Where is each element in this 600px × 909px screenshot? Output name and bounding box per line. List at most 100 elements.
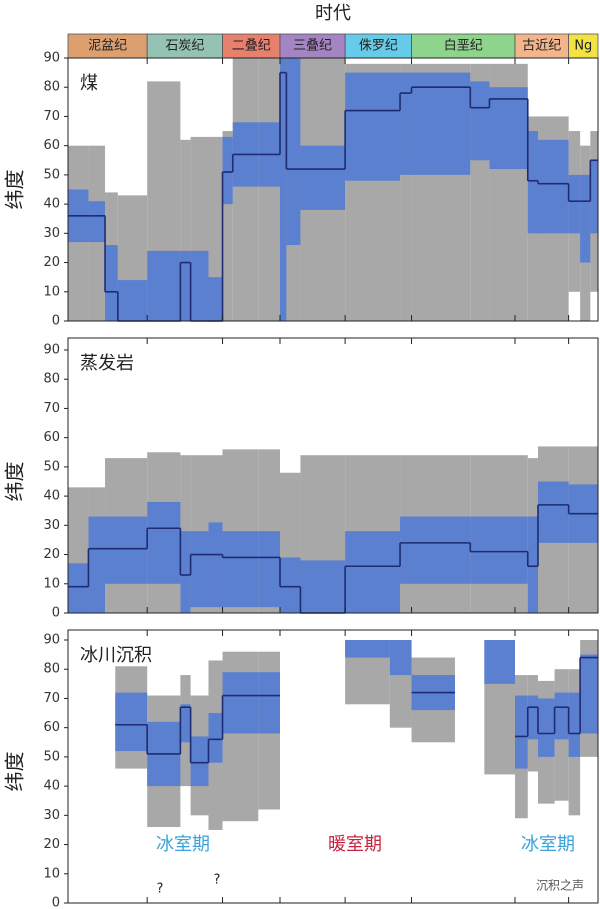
blue-range xyxy=(68,563,89,613)
y-tick-label: 10 xyxy=(43,866,60,881)
y-tick-label: 80 xyxy=(43,372,60,387)
y-tick-label: 90 xyxy=(43,343,60,358)
annotation: ? xyxy=(214,873,221,888)
blue-range xyxy=(400,516,471,584)
period-box xyxy=(146,33,223,59)
blue-range xyxy=(208,277,223,321)
blue-range xyxy=(190,736,209,787)
blue-range xyxy=(280,58,287,321)
y-tick-label: 70 xyxy=(43,109,60,124)
blue-range xyxy=(470,81,490,161)
blue-range xyxy=(180,531,191,613)
y-tick-label: 0 xyxy=(52,896,60,909)
blue-range xyxy=(537,139,569,234)
blue-range xyxy=(222,672,259,734)
panel-label: 蒸发岩 xyxy=(80,353,134,374)
period-name: 侏罗纪 xyxy=(359,39,398,54)
y-tick-label: 0 xyxy=(52,606,60,621)
y-tick-label: 70 xyxy=(43,691,60,706)
blue-range xyxy=(580,654,598,734)
blue-range xyxy=(258,672,280,734)
blue-range xyxy=(88,516,106,613)
y-tick-label: 50 xyxy=(43,167,60,182)
blue-range xyxy=(389,640,412,676)
period-name: Ng xyxy=(574,39,592,54)
blue-range xyxy=(258,531,280,608)
gray-range xyxy=(258,58,280,321)
period-name: 石炭纪 xyxy=(165,39,204,54)
blue-range xyxy=(568,692,581,757)
blue-range xyxy=(300,560,346,613)
y-tick-label: 60 xyxy=(43,138,60,153)
blue-range xyxy=(514,695,528,769)
panel-frame xyxy=(67,337,599,614)
period-name: 泥盆纪 xyxy=(88,39,127,54)
y-tick-label: 10 xyxy=(43,284,60,299)
gray-range xyxy=(232,58,259,321)
y-axis-label: 纬度 xyxy=(3,462,27,502)
period-name: 古近纪 xyxy=(522,39,561,54)
period-box xyxy=(67,33,148,59)
blue-range xyxy=(484,640,515,684)
gray-range xyxy=(400,63,412,321)
blue-range xyxy=(190,250,209,321)
y-tick-label: 50 xyxy=(43,459,60,474)
blue-range xyxy=(190,531,209,608)
blue-range xyxy=(400,72,412,175)
blue-range xyxy=(590,160,598,234)
y-axis-label: 纬度 xyxy=(3,170,27,210)
y-tick-label: 40 xyxy=(43,197,60,212)
period-box xyxy=(568,33,599,59)
blue-range xyxy=(537,698,555,757)
y-tick-label: 20 xyxy=(43,837,60,852)
blue-range xyxy=(527,131,538,234)
y-tick-label: 80 xyxy=(43,80,60,95)
panel xyxy=(115,640,598,830)
y-tick-label: 70 xyxy=(43,401,60,416)
y-tick-label: 20 xyxy=(43,547,60,562)
y-tick-label: 30 xyxy=(43,518,60,533)
blue-range xyxy=(411,72,471,175)
y-axis-label: 纬度 xyxy=(3,752,27,792)
y-tick-label: 90 xyxy=(43,51,60,66)
gray-range xyxy=(222,131,233,321)
y-tick-label: 30 xyxy=(43,808,60,823)
blue-range xyxy=(345,72,401,181)
blue-range xyxy=(527,695,538,740)
watermark: 沉积之声 xyxy=(536,879,584,893)
blue-range xyxy=(180,704,191,743)
blue-range xyxy=(105,516,148,584)
annotation: 暖室期 xyxy=(328,834,382,855)
gray-range xyxy=(180,139,191,321)
blue-range xyxy=(527,516,538,613)
blue-range xyxy=(345,531,401,613)
panel-frame xyxy=(67,57,599,322)
period-name: 白垩纪 xyxy=(444,38,483,54)
panel-frame xyxy=(67,629,599,904)
blue-range xyxy=(568,174,581,234)
blue-range xyxy=(300,145,346,210)
blue-range xyxy=(208,713,223,763)
y-tick-label: 50 xyxy=(43,749,60,764)
y-tick-label: 80 xyxy=(43,662,60,677)
blue-range xyxy=(147,250,181,321)
y-tick-label: 60 xyxy=(43,430,60,445)
blue-range xyxy=(180,250,191,321)
annotation: ? xyxy=(157,882,164,897)
blue-range xyxy=(88,201,106,243)
timescale-title: 时代 xyxy=(315,3,351,24)
period-box xyxy=(411,33,516,59)
y-tick-label: 0 xyxy=(52,314,60,329)
period-name: 三叠纪 xyxy=(293,39,332,54)
panel xyxy=(68,446,598,614)
blue-range xyxy=(222,136,233,205)
y-tick-label: 30 xyxy=(43,226,60,241)
blue-range xyxy=(345,640,390,658)
y-tick-label: 20 xyxy=(43,255,60,270)
blue-range xyxy=(489,87,528,170)
y-tick-label: 90 xyxy=(43,633,60,648)
y-tick-label: 60 xyxy=(43,720,60,735)
y-tick-label: 10 xyxy=(43,576,60,591)
blue-range xyxy=(470,516,528,584)
